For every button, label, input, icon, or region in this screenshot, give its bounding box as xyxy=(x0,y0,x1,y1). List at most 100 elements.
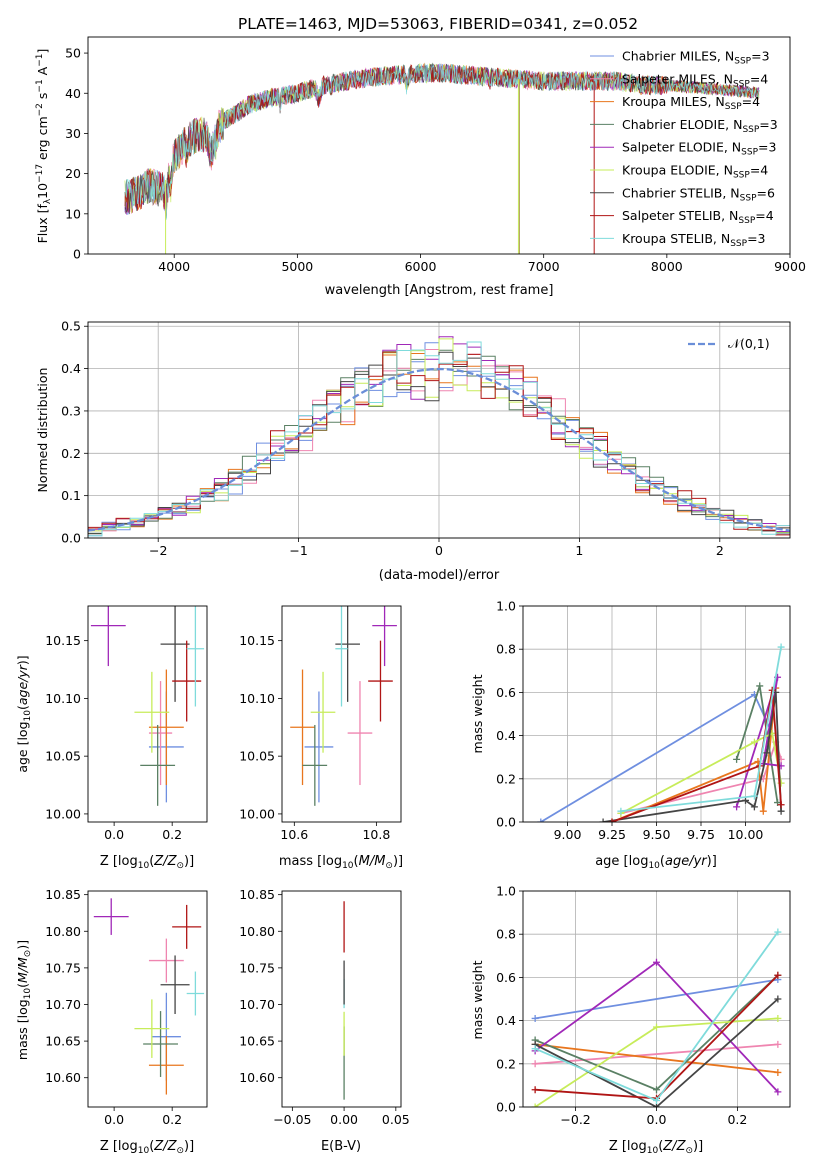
y-tick-label: 10.70 xyxy=(239,997,275,1012)
x-axis-label: Z [log10(Z/Z⊙)] xyxy=(100,1139,194,1156)
legend: 𝒩(0,1) xyxy=(688,336,770,351)
y-tick-label: 0.2 xyxy=(61,446,81,461)
y-tick-label: 0.0 xyxy=(496,815,516,830)
y-tick-label: 10.75 xyxy=(45,960,81,975)
y-tick-label: 0.6 xyxy=(496,685,516,700)
legend-label: 𝒩(0,1) xyxy=(728,336,770,351)
weight-marker xyxy=(653,1023,660,1031)
y-tick-label: 0.0 xyxy=(61,531,81,546)
x-axis-label: age [log10(age/yr)] xyxy=(595,854,717,871)
y-tick-label: 0.8 xyxy=(496,642,516,657)
weight-marker xyxy=(774,1068,782,1076)
x-tick-label: 6000 xyxy=(405,259,437,274)
y-tick-label: 10.60 xyxy=(45,1070,81,1085)
x-tick-label: −1 xyxy=(289,543,307,558)
weight-marker xyxy=(653,1103,660,1107)
x-tick-label: 0.0 xyxy=(647,1112,667,1127)
y-axis-label: mass weight xyxy=(470,960,485,1039)
y-tick-label: 0.0 xyxy=(496,1100,516,1115)
y-tick-label: 10.85 xyxy=(45,887,81,902)
weight-marker xyxy=(653,1097,660,1105)
weight-marker xyxy=(531,1014,539,1022)
spectrum-line xyxy=(124,64,760,216)
weight-marker xyxy=(756,682,764,690)
weight-marker xyxy=(531,1045,539,1053)
y-tick-label: 10.05 xyxy=(239,749,275,764)
weight-marker xyxy=(531,1103,539,1107)
y-tick-label: 40 xyxy=(65,86,81,101)
x-tick-label: 5000 xyxy=(281,259,313,274)
x-axis-label: E(B-V) xyxy=(321,1139,361,1154)
weight-marker xyxy=(742,796,749,804)
axes-frame xyxy=(522,605,791,823)
x-tick-label: 0.05 xyxy=(382,1112,410,1127)
y-axis-label: mass [log10(M/M⊙)] xyxy=(15,940,33,1060)
x-tick-label: 9.25 xyxy=(598,827,626,842)
weight-line xyxy=(534,1043,779,1074)
weight-marker xyxy=(750,803,758,811)
y-axis-label: age [log10(age/yr)] xyxy=(15,655,33,772)
y-tick-label: 10.65 xyxy=(45,1034,81,1049)
y-tick-label: 30 xyxy=(65,126,81,141)
y-tick-label: 0.2 xyxy=(496,1056,516,1071)
x-tick-label: 0 xyxy=(435,543,443,558)
y-tick-label: 20 xyxy=(65,166,81,181)
weight-marker xyxy=(653,1086,660,1094)
x-tick-label: 9.00 xyxy=(554,827,582,842)
x-tick-label: 9.75 xyxy=(687,827,715,842)
y-tick-label: 10.85 xyxy=(239,887,275,902)
legend-label: Salpeter ELODIE, NSSP=3 xyxy=(622,140,776,158)
weight-marker xyxy=(617,807,625,815)
x-tick-label: 4000 xyxy=(158,259,190,274)
y-axis-label: Flux [fλ10−17 erg cm−2 s−1 A−1] xyxy=(35,49,53,244)
weight-marker xyxy=(774,1040,782,1048)
weight-marker xyxy=(750,738,758,746)
age-vs-mass-panel: 10.6 10.8 10.00 10.05 10.10 10.15 mass [log10(… xyxy=(239,605,403,871)
y-tick-label: 10.15 xyxy=(239,633,275,648)
x-tick-label: −0.2 xyxy=(560,1112,590,1127)
legend-label: Kroupa MILES, NSSP=4 xyxy=(622,94,760,112)
x-tick-label: 0.2 xyxy=(727,1112,747,1127)
legend-label: Chabrier ELODIE, NSSP=3 xyxy=(622,117,778,135)
weight-line xyxy=(602,692,782,822)
y-tick-label: 0.3 xyxy=(61,403,81,418)
normal-curve xyxy=(88,367,790,532)
legend: Chabrier MILES, NSSP=3 Salpeter MILES, NS… xyxy=(590,49,778,249)
y-tick-label: 10.75 xyxy=(239,960,275,975)
x-tick-label: 10.6 xyxy=(280,827,308,842)
y-tick-label: 1.0 xyxy=(496,884,516,899)
y-tick-label: 0.8 xyxy=(496,927,516,942)
x-tick-label: 0.2 xyxy=(162,1112,182,1127)
x-tick-label: −2 xyxy=(149,543,167,558)
y-axis-label: Normed distribution xyxy=(35,368,50,493)
x-tick-label: 7000 xyxy=(528,259,560,274)
weight-marker xyxy=(733,803,741,811)
y-tick-label: 0.1 xyxy=(61,488,81,503)
y-tick-label: 0 xyxy=(73,247,81,262)
axes-frame xyxy=(87,321,791,539)
plot-area xyxy=(531,928,782,1107)
y-tick-label: 50 xyxy=(65,46,81,61)
y-tick-label: 10.10 xyxy=(239,691,275,706)
y-tick-label: 10.00 xyxy=(45,806,81,821)
weight-marker xyxy=(608,818,616,822)
y-tick-label: 10.00 xyxy=(239,806,275,821)
histogram-series xyxy=(88,341,790,538)
weight-line xyxy=(534,978,779,1020)
age-vs-metallicity-panel: 0.0 0.2 10.00 10.05 10.10 10.15 Z [log10(Z/Z⊙)… xyxy=(15,605,208,871)
weight-marker xyxy=(774,995,782,1003)
axes-frame xyxy=(522,890,791,1108)
weight-marker xyxy=(774,1014,782,1022)
y-tick-label: 0.4 xyxy=(61,361,81,376)
y-tick-label: 10.60 xyxy=(239,1070,275,1085)
mass-vs-extinction-panel: −0.05 0.00 0.05 10.60 10.65 10.70 10.75 10.80 10… xyxy=(239,887,410,1154)
weight-marker xyxy=(777,643,785,651)
y-tick-label: 10.15 xyxy=(45,633,81,648)
y-tick-label: 0.2 xyxy=(496,771,516,786)
axes-frame xyxy=(87,605,208,823)
plot-area xyxy=(90,606,205,806)
x-tick-label: −0.05 xyxy=(273,1112,311,1127)
weight-marker xyxy=(759,807,767,815)
spectrum-line xyxy=(124,63,760,215)
